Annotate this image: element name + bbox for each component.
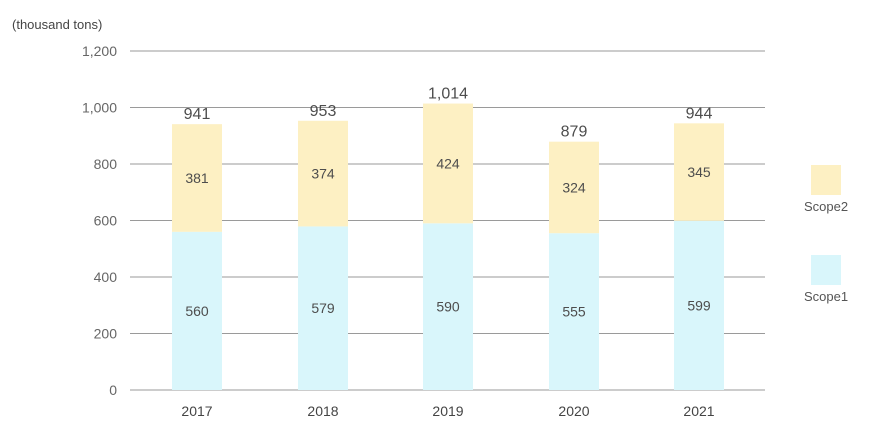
bar-scope2-2017 [172, 124, 222, 232]
legend-label-scope2: Scope2 [804, 199, 848, 214]
data-label-scope1-2019: 590 [436, 299, 460, 315]
bar-scope1-2021 [674, 220, 724, 390]
legend-label-scope1: Scope1 [804, 289, 848, 304]
bar-scope2-2021 [674, 123, 724, 221]
data-label-scope1-2021: 599 [687, 297, 711, 313]
x-tick-label: 2017 [181, 403, 212, 419]
bars: 560 381 941 579 374 953 590 424 1,014 555 324 879 59… [172, 86, 724, 390]
y-tick-label: 800 [94, 156, 118, 172]
bar-scope1-2020 [549, 233, 599, 390]
y-tick-label: 600 [94, 213, 118, 229]
y-tick-label: 1,000 [82, 100, 117, 116]
bar-scope1-2018 [298, 226, 348, 390]
y-tick-label: 200 [94, 326, 118, 342]
data-label-scope2-2018: 374 [311, 166, 335, 182]
y-axis-unit-label: (thousand tons) [12, 17, 102, 32]
data-label-scope2-2020: 324 [562, 179, 586, 195]
total-label-2021: 944 [686, 105, 713, 122]
x-tick-label: 2020 [558, 403, 589, 419]
data-label-scope1-2017: 560 [185, 303, 209, 319]
x-tick-label: 2021 [683, 403, 714, 419]
x-tick-label: 2018 [307, 403, 338, 419]
bar-scope1-2019 [423, 223, 473, 390]
data-label-scope1-2020: 555 [562, 304, 586, 320]
y-tick-label: 1,200 [82, 43, 117, 59]
data-label-scope2-2021: 345 [687, 164, 711, 180]
bar-scope2-2018 [298, 120, 348, 227]
data-label-scope2-2017: 381 [185, 170, 209, 186]
x-tick-label: 2019 [432, 403, 463, 419]
y-tick-label: 0 [109, 382, 117, 398]
legend-swatch-scope2 [811, 165, 841, 195]
x-axis-ticks: 2017 2018 2019 2020 2021 [181, 403, 714, 419]
bar-scope2-2020 [549, 141, 599, 234]
total-label-2019: 1,014 [428, 86, 468, 103]
total-label-2017: 941 [184, 106, 211, 123]
legend: Scope2 Scope1 [804, 165, 848, 304]
total-label-2020: 879 [561, 124, 588, 141]
bar-scope2-2019 [423, 103, 473, 224]
y-tick-label: 400 [94, 269, 118, 285]
total-label-2018: 953 [310, 103, 337, 120]
y-axis-ticks: 0 200 400 600 800 1,000 1,200 [82, 43, 117, 398]
bar-scope1-2017 [172, 231, 222, 390]
data-label-scope2-2019: 424 [436, 155, 460, 171]
legend-swatch-scope1 [811, 255, 841, 285]
data-label-scope1-2018: 579 [311, 300, 335, 316]
